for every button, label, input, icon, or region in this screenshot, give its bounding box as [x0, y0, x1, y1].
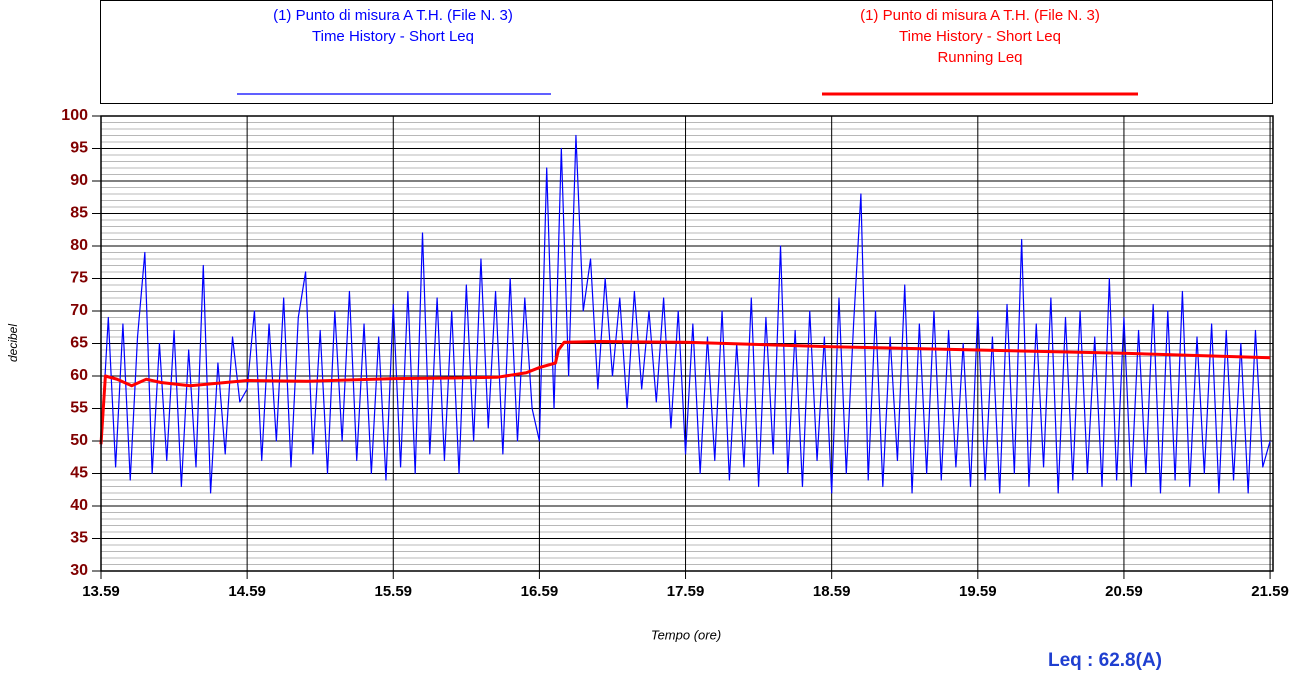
x-tick-label: 13.59 [82, 583, 120, 600]
y-tick-label: 80 [70, 237, 88, 254]
y-tick-label: 85 [70, 205, 88, 222]
legend-description: Time History - Short Leq [899, 28, 1061, 45]
y-tick-label: 35 [70, 530, 88, 547]
x-tick-label: 19.59 [959, 583, 997, 600]
x-tick-label: 20.59 [1105, 583, 1143, 600]
x-tick-label: 15.59 [374, 583, 412, 600]
x-tick-label: 18.59 [813, 583, 851, 600]
leq-annotation: Leq : 62.8(A) [1048, 650, 1162, 671]
y-tick-label: 40 [70, 497, 88, 514]
y-tick-label: 75 [70, 270, 88, 287]
legend-description: Time History - Short Leq [312, 28, 474, 45]
legend-label: (1) Punto di misura A T.H. (File N. 3) [860, 7, 1100, 24]
y-tick-label: 70 [70, 302, 88, 319]
legend-label: (1) Punto di misura A T.H. (File N. 3) [273, 7, 513, 24]
y-tick-label: 95 [70, 140, 88, 157]
y-axis-label: decibel [6, 324, 20, 362]
x-axis-label: Tempo (ore) [651, 627, 721, 642]
y-tick-label: 45 [70, 465, 88, 482]
x-tick-label: 17.59 [667, 583, 705, 600]
y-tick-label: 65 [70, 335, 88, 352]
y-tick-label: 60 [70, 367, 88, 384]
x-tick-label: 14.59 [228, 583, 266, 600]
x-tick-label: 21.59 [1251, 583, 1289, 600]
y-tick-label: 30 [70, 562, 88, 579]
y-tick-label: 100 [61, 107, 88, 124]
legend-box [100, 0, 1273, 104]
series-line [99, 340, 1271, 445]
series-line [100, 134, 1271, 494]
y-tick-label: 55 [70, 400, 88, 417]
y-tick-label: 90 [70, 172, 88, 189]
legend-description: Running Leq [937, 49, 1022, 66]
x-tick-label: 16.59 [521, 583, 559, 600]
y-tick-label: 50 [70, 432, 88, 449]
